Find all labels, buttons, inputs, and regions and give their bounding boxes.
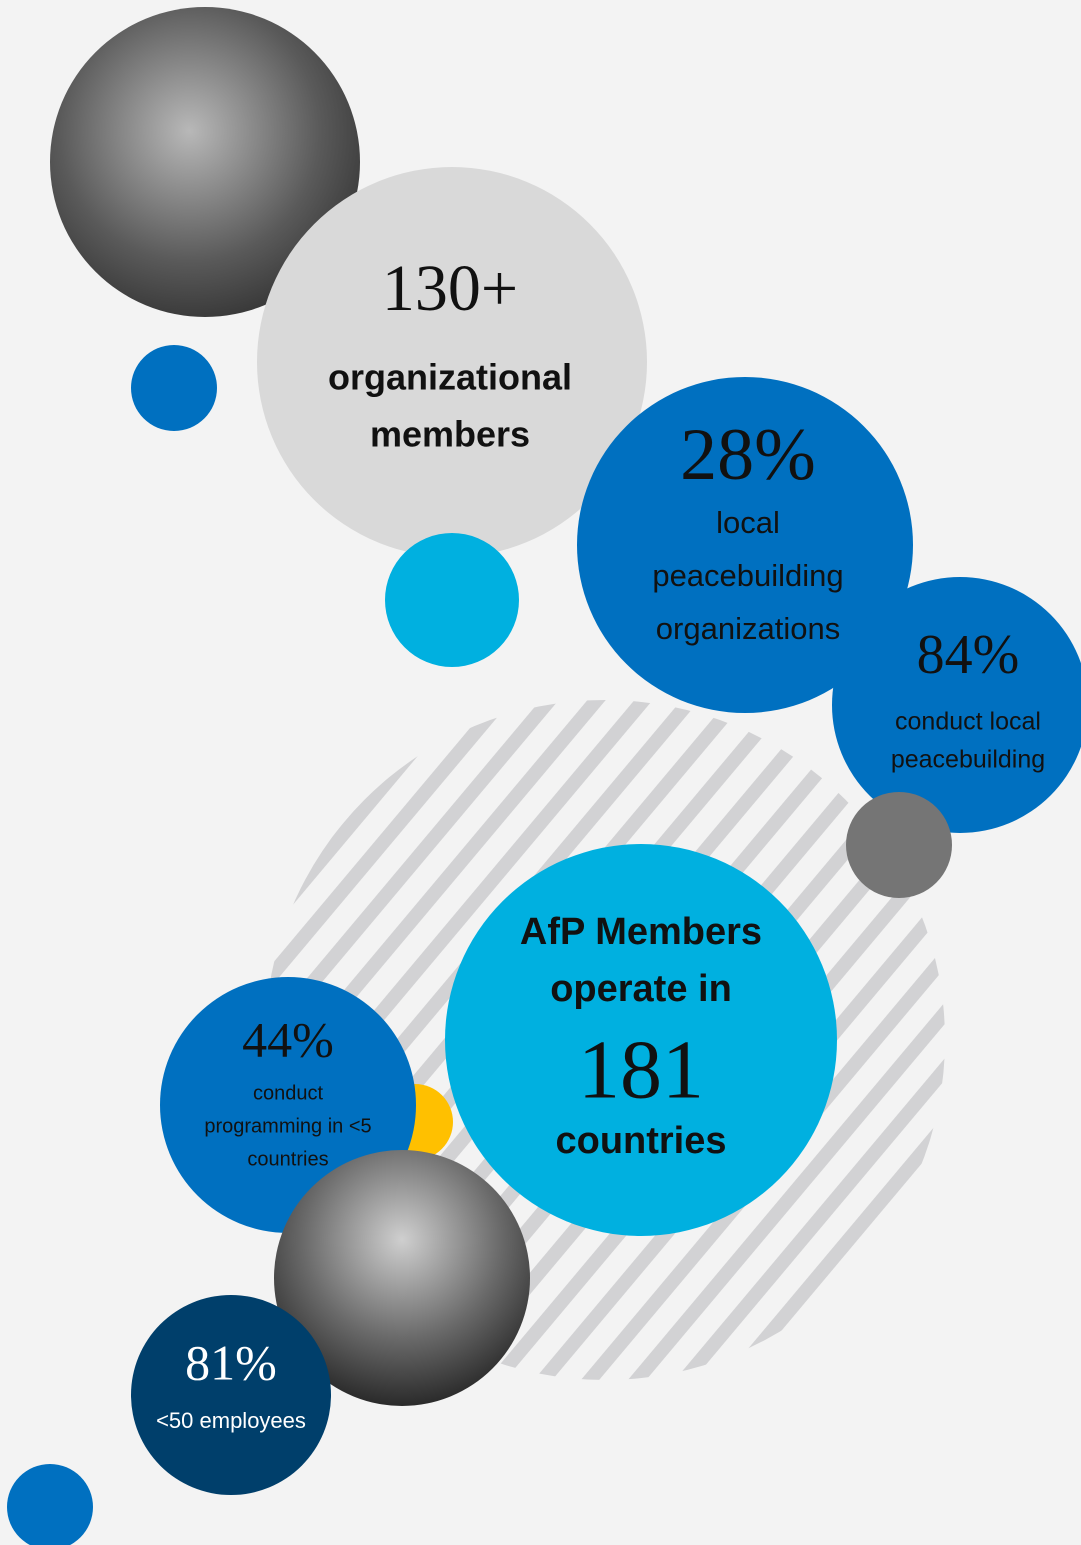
stat-label: countries [247,1148,328,1170]
stat-figure: 181 [578,1023,704,1116]
stat-label: organizations [656,611,840,646]
stat-bubble [832,577,1081,833]
stat-label: operate in [550,968,732,1010]
stat-label: peacebuilding [891,746,1045,774]
stat-figure: 130+ [382,252,518,325]
decor-circle [385,533,519,667]
stat-label: members [370,414,530,455]
stat-label: organizational [328,357,572,398]
decor-circle [131,345,217,431]
page: 130+ organizational members 28% local peacebu… [0,0,1081,1545]
stat-label: conduct [253,1082,323,1104]
stat-figure: 28% [680,414,816,496]
stat-label: countries [555,1120,726,1162]
decor-circle [846,792,952,898]
stat-label: conduct local [895,708,1041,736]
stat-figure: 44% [242,1011,334,1067]
decor-circle [7,1464,93,1545]
stat-label: local [716,505,780,540]
stat-label: peacebuilding [652,558,843,593]
stat-figure: 84% [917,624,1020,686]
stat-label: AfP Members [520,911,762,953]
stat-label: <50 employees [156,1408,306,1433]
stat-label: programming in <5 [204,1115,371,1137]
stat-bubble [131,1295,331,1495]
infographic: 130+ organizational members 28% local peacebu… [0,0,1081,1545]
stat-figure: 81% [185,1334,277,1390]
